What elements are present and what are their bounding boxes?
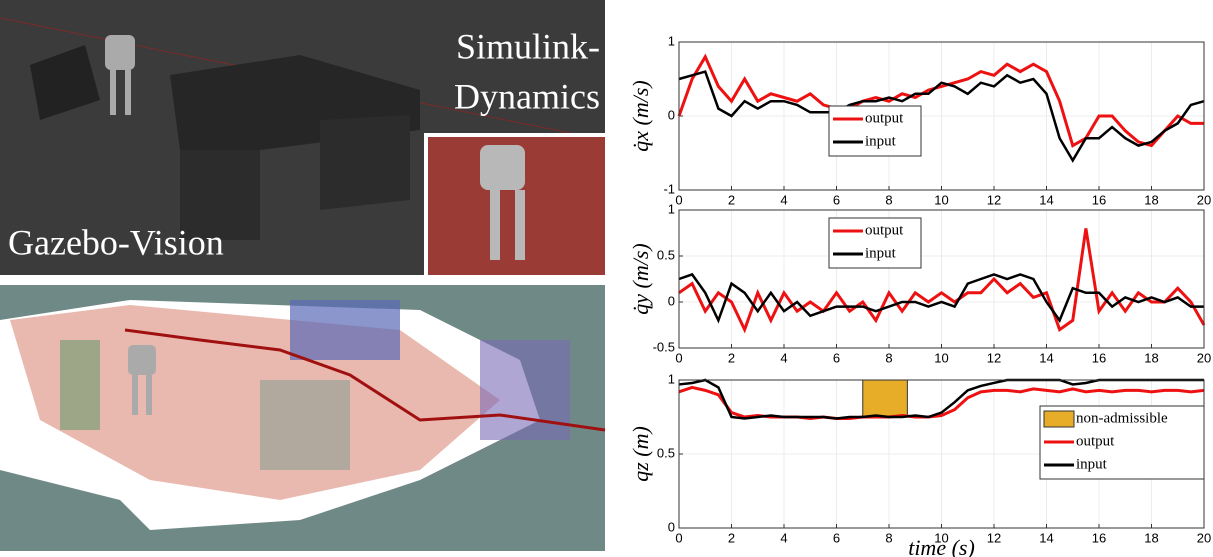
block xyxy=(180,150,260,240)
x-tick-label: 6 xyxy=(833,350,840,365)
legend: output input xyxy=(828,105,922,157)
block xyxy=(30,45,100,120)
x-tick-label: 10 xyxy=(934,350,948,365)
legend-label: output xyxy=(865,110,904,126)
y-tick-label: 0.5 xyxy=(657,247,675,262)
x-tick-label: 0 xyxy=(675,192,682,207)
y-tick-label: 0.5 xyxy=(657,445,675,460)
x-tick-label: 10 xyxy=(934,530,948,545)
x-tick-label: 14 xyxy=(1039,350,1053,365)
x-tick-label: 18 xyxy=(1144,192,1158,207)
x-tick-label: 14 xyxy=(1039,530,1053,545)
x-tick-label: 0 xyxy=(675,530,682,545)
y-axis-label: q̇y (m/s) xyxy=(628,243,653,314)
x-tick-label: 20 xyxy=(1197,192,1211,207)
plot-frame xyxy=(678,209,1205,349)
legend-label: input xyxy=(865,133,897,149)
vision-scene: Simulink- Dynamics Gazebo-Vision xyxy=(0,0,606,275)
plot-frame xyxy=(678,41,1205,191)
voxels xyxy=(60,340,100,430)
region xyxy=(862,379,908,418)
gazebo-label: Gazebo-Vision xyxy=(8,222,224,262)
legend: output input xyxy=(828,217,922,269)
x-axis-label: time (s) xyxy=(908,535,975,557)
robot xyxy=(128,345,156,415)
x-tick-label: 12 xyxy=(987,192,1001,207)
x-tick-label: 8 xyxy=(885,350,892,365)
x-tick-label: 16 xyxy=(1092,350,1106,365)
y-tick-label: 1 xyxy=(668,201,675,216)
x-tick-label: 4 xyxy=(780,192,787,207)
y-tick-label: 0 xyxy=(668,293,675,308)
voxels xyxy=(290,300,400,360)
x-tick-label: 16 xyxy=(1092,192,1106,207)
x-tick-label: 12 xyxy=(987,350,1001,365)
y-tick-label: -1 xyxy=(663,181,675,196)
series-line xyxy=(678,70,1205,163)
x-tick-label: 0 xyxy=(675,350,682,365)
x-tick-label: 6 xyxy=(833,530,840,545)
voxels xyxy=(260,380,350,470)
y-tick-label: 0 xyxy=(668,519,675,534)
x-tick-label: 2 xyxy=(728,530,735,545)
x-tick-label: 12 xyxy=(987,530,1001,545)
x-tick-label: 16 xyxy=(1092,530,1106,545)
sim-label: Simulink- xyxy=(456,26,600,66)
y-axis-label: qz (m) xyxy=(628,426,653,482)
x-tick-label: 8 xyxy=(885,530,892,545)
series-line xyxy=(678,272,1204,324)
robot xyxy=(105,35,135,115)
legend-label: output xyxy=(865,222,904,238)
y-tick-label: -0.5 xyxy=(653,339,675,354)
x-tick-label: 14 xyxy=(1039,192,1053,207)
x-tick-label: 2 xyxy=(728,192,735,207)
legend-swatch xyxy=(1043,410,1075,428)
x-tick-label: 4 xyxy=(780,350,787,365)
block xyxy=(320,115,410,210)
x-tick-label: 4 xyxy=(780,530,787,545)
y-tick-label: 1 xyxy=(668,371,675,386)
x-tick-label: 18 xyxy=(1144,530,1158,545)
legend-label: input xyxy=(865,245,897,261)
legend-label: output xyxy=(1076,433,1115,449)
x-tick-label: 18 xyxy=(1144,350,1158,365)
sim-label: Dynamics xyxy=(454,76,600,116)
legend-label: non-admissible xyxy=(1076,410,1168,426)
x-tick-label: 10 xyxy=(934,192,948,207)
path xyxy=(124,328,606,432)
robot xyxy=(480,145,525,260)
legend-frame xyxy=(828,217,922,269)
map-scene xyxy=(0,285,606,551)
x-tick-label: 20 xyxy=(1197,530,1211,545)
series-line xyxy=(678,228,1206,334)
legend: non-admissible output input xyxy=(1039,405,1205,480)
y-tick-label: 0 xyxy=(668,107,675,122)
series-line xyxy=(677,53,1204,148)
legend-frame xyxy=(828,105,922,157)
voxels xyxy=(480,340,570,440)
x-tick-label: 2 xyxy=(728,350,735,365)
y-tick-label: 1 xyxy=(668,33,675,48)
x-tick-label: 20 xyxy=(1197,350,1211,365)
x-tick-label: 8 xyxy=(885,192,892,207)
x-tick-label: 6 xyxy=(833,192,840,207)
legend-label: input xyxy=(1076,456,1108,472)
y-axis-label: q̇x (m/s) xyxy=(628,80,653,151)
